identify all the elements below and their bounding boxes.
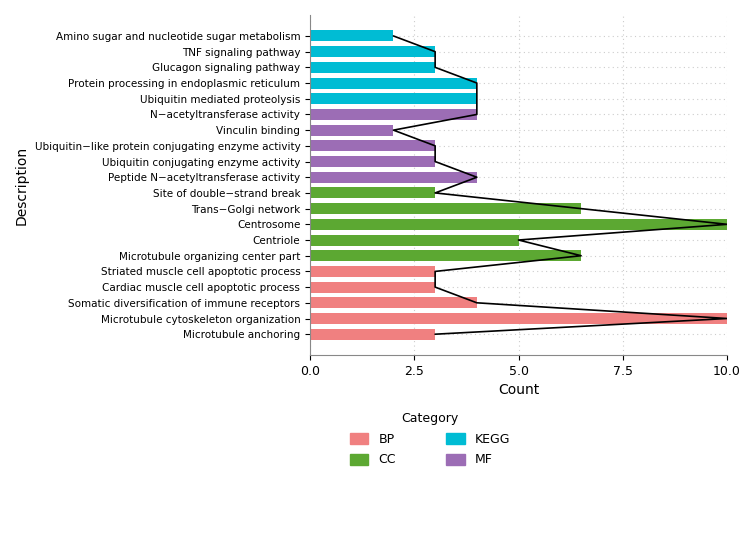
Bar xyxy=(310,328,435,340)
Bar xyxy=(310,172,477,183)
Bar xyxy=(310,62,435,73)
Bar xyxy=(310,281,435,293)
Bar xyxy=(310,156,435,167)
Bar xyxy=(310,140,435,151)
Bar xyxy=(310,203,581,214)
Bar xyxy=(310,219,727,230)
Bar xyxy=(310,93,477,104)
Bar xyxy=(310,30,393,41)
Bar xyxy=(310,313,727,324)
Legend: BP, CC, KEGG, MF: BP, CC, KEGG, MF xyxy=(349,412,510,467)
Y-axis label: Description: Description xyxy=(15,146,29,225)
Bar xyxy=(310,125,393,136)
Bar xyxy=(310,187,435,198)
Bar xyxy=(310,46,435,57)
Bar xyxy=(310,78,477,88)
Bar xyxy=(310,234,519,246)
Bar xyxy=(310,297,477,308)
Bar xyxy=(310,266,435,277)
Bar xyxy=(310,109,477,120)
Bar xyxy=(310,250,581,261)
X-axis label: Count: Count xyxy=(498,384,539,398)
